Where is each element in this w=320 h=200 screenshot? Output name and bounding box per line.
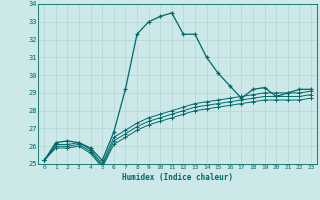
X-axis label: Humidex (Indice chaleur): Humidex (Indice chaleur) (122, 173, 233, 182)
